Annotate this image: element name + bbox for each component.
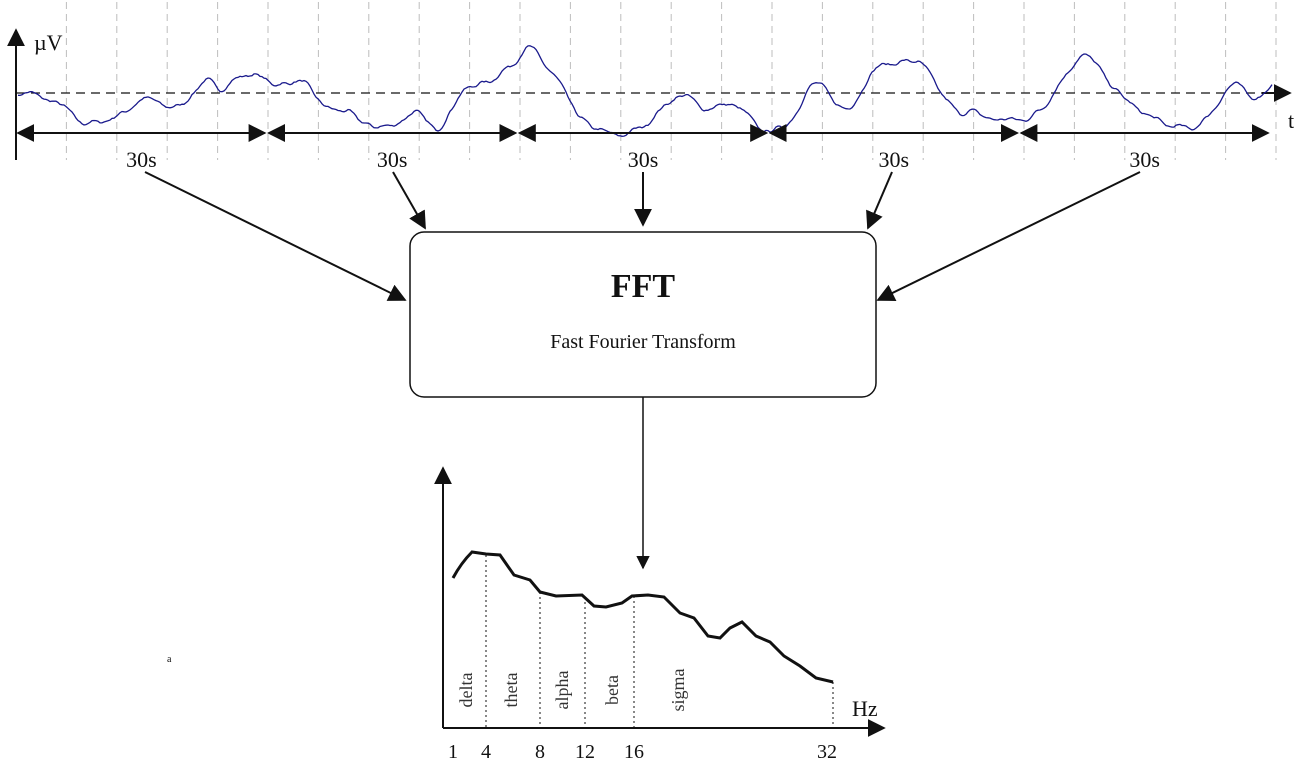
fft-box: FFT Fast Fourier Transform xyxy=(409,231,877,398)
segment-label: 30s xyxy=(1129,147,1160,172)
segment-markers: 30s 30s 30s 30s 30s xyxy=(16,124,1270,172)
spectrum-x-axis-label: Hz xyxy=(852,696,878,721)
tick-label: 8 xyxy=(535,741,545,763)
fft-box-subtitle: Fast Fourier Transform xyxy=(550,331,736,353)
tick-labels: 1 4 8 12 16 32 xyxy=(448,741,837,763)
fft-box-title: FFT xyxy=(611,268,676,305)
segment-label: 30s xyxy=(126,147,157,172)
arrow-seg1-to-fft xyxy=(144,171,407,301)
band-label-delta: delta xyxy=(456,673,476,708)
segment-label: 30s xyxy=(628,147,659,172)
tick-label: 32 xyxy=(817,741,837,763)
tick-label: 1 xyxy=(448,741,458,763)
band-dividers xyxy=(485,555,834,728)
arrow-seg2-to-fft xyxy=(392,171,426,230)
band-labels: delta theta alpha beta sigma xyxy=(456,668,688,711)
band-label-alpha: alpha xyxy=(552,671,572,710)
tick-label: 16 xyxy=(624,741,644,763)
spectrum-panel: Hz delta theta alpha beta sigma 1 4 8 12 16 32 xyxy=(434,466,886,763)
arrow-seg5-to-fft xyxy=(876,171,1141,301)
segment-label: 30s xyxy=(377,147,408,172)
segment-label: 30s xyxy=(879,147,910,172)
band-label-sigma: sigma xyxy=(668,668,688,711)
signal-panel: µV t 30s 30s 30s 30s 30s xyxy=(6,2,1294,172)
signal-x-axis-label: t xyxy=(1288,108,1294,133)
band-label-theta: theta xyxy=(501,673,521,708)
tick-label: 4 xyxy=(481,741,491,763)
arrow-seg4-to-fft xyxy=(866,171,893,230)
stray-mark: a xyxy=(167,654,172,665)
input-arrows xyxy=(144,171,1141,301)
band-label-beta: beta xyxy=(602,675,622,705)
signal-y-axis-label: µV xyxy=(34,30,63,55)
tick-label: 12 xyxy=(575,741,595,763)
signal-grid-lines xyxy=(65,2,1277,160)
spectrum-curve xyxy=(451,550,834,684)
fft-box-frame xyxy=(409,231,877,398)
eeg-trace xyxy=(17,45,1273,137)
